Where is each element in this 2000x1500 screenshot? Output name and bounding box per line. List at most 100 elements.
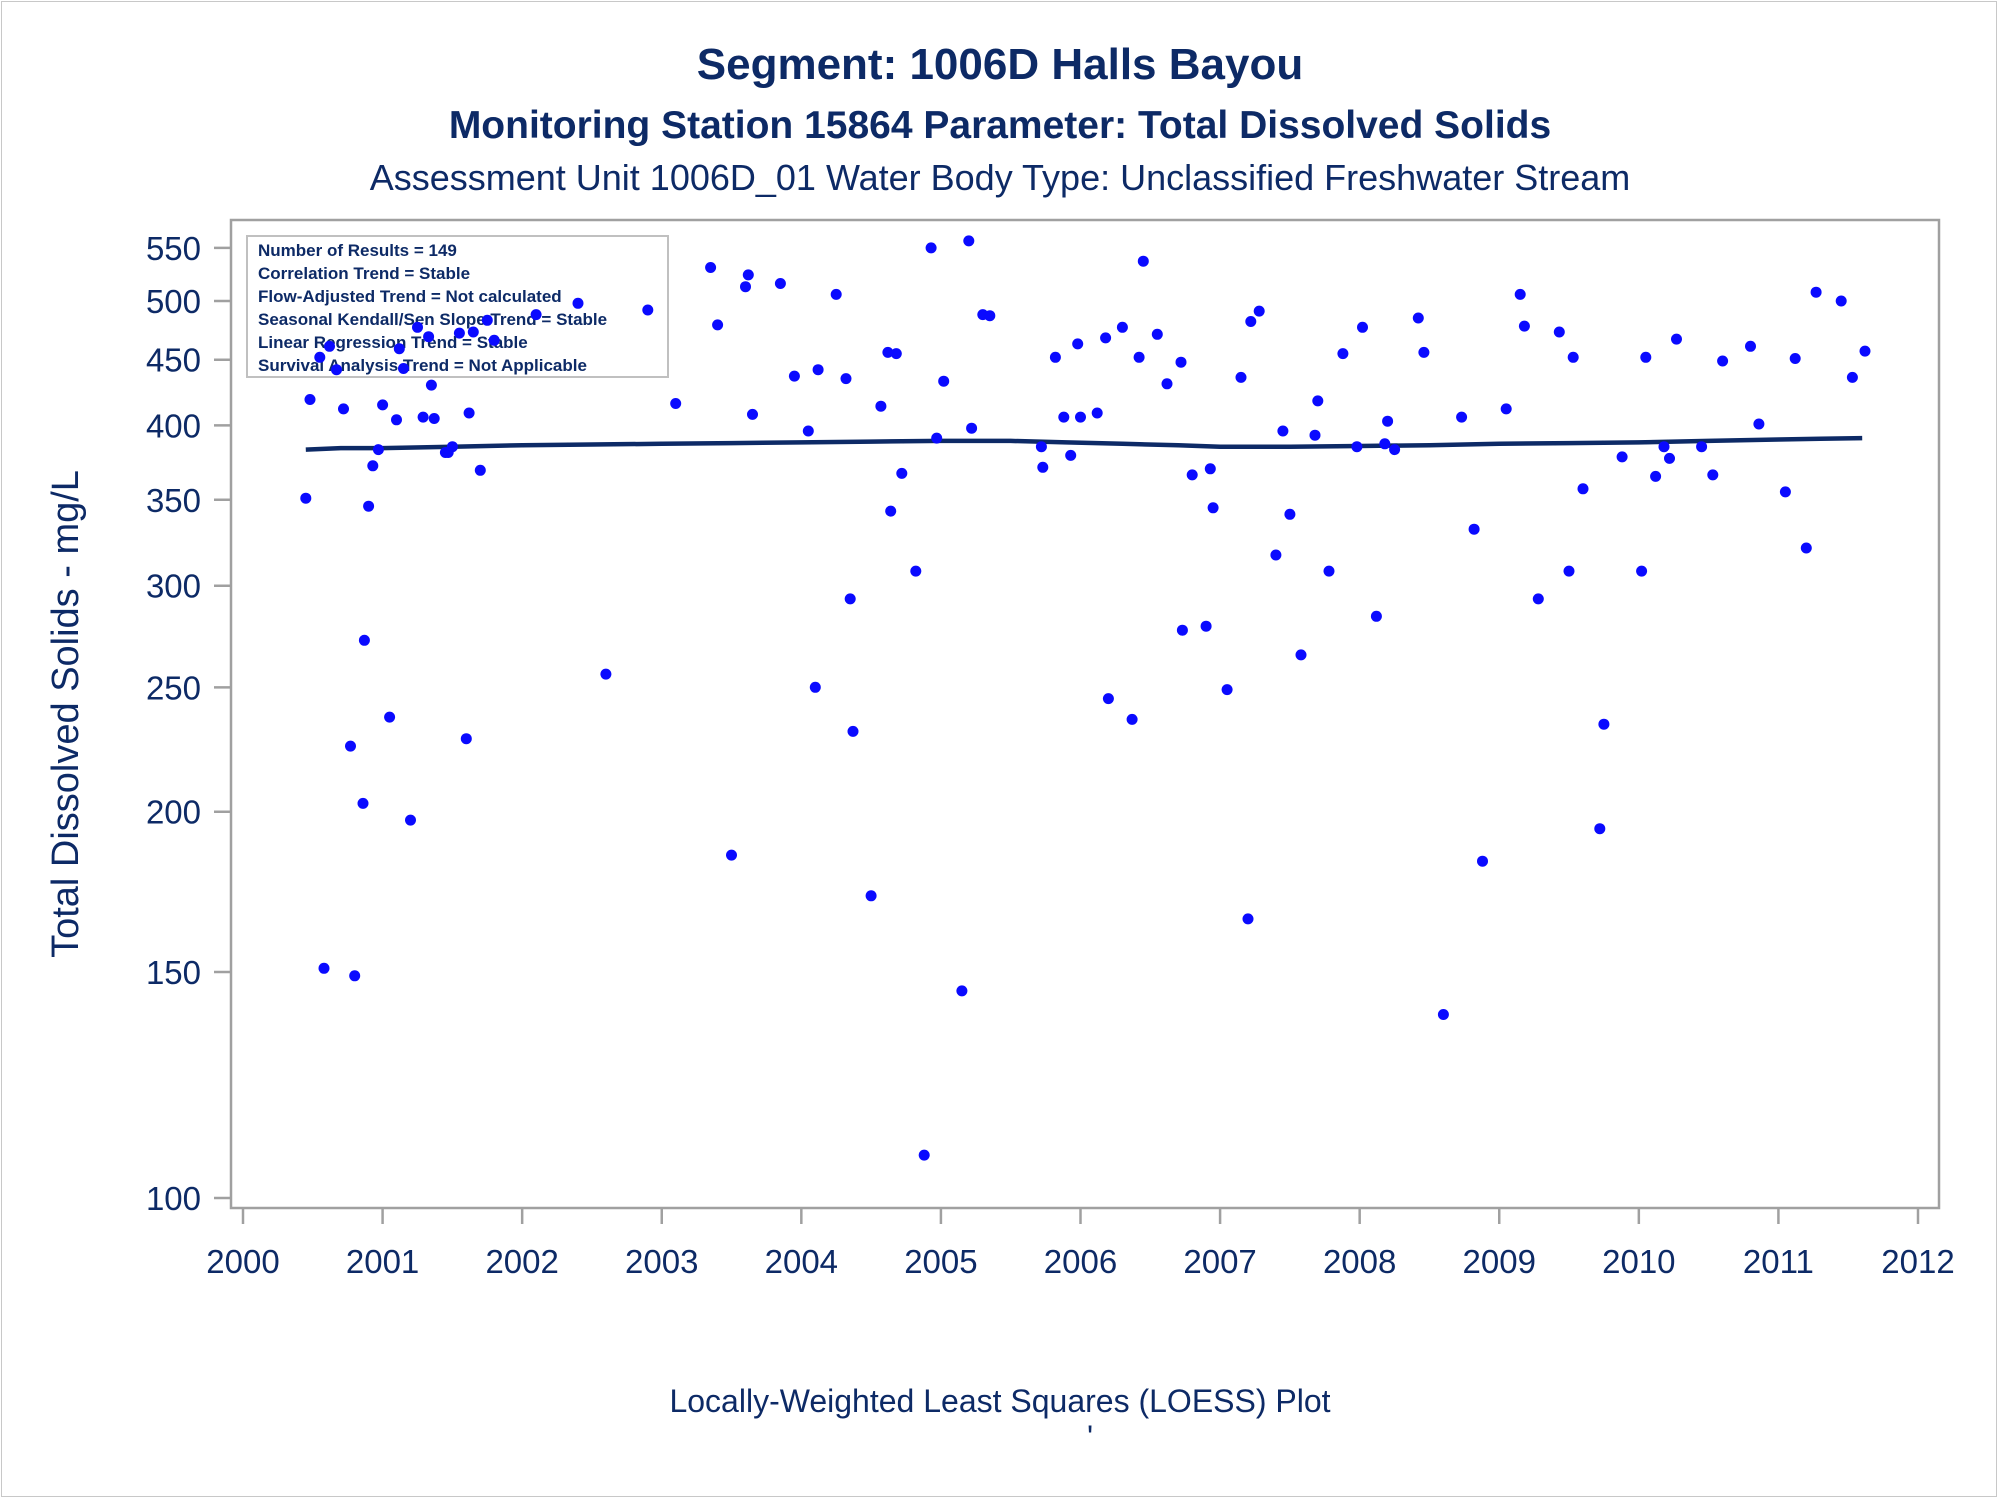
data-point [705, 262, 717, 273]
y-tick-label: 100 [146, 1180, 201, 1217]
data-point [1277, 425, 1289, 437]
data-point [1800, 542, 1812, 554]
chart-subtitle-2: Assessment Unit 1006D_01 Water Body Type… [370, 157, 1631, 198]
data-point [349, 970, 361, 982]
data-point [1245, 316, 1257, 327]
data-point [1518, 320, 1530, 332]
data-point [1323, 565, 1335, 577]
stat-survival-analysis-trend: Survival Analysis Trend = Not Applicable [258, 356, 587, 375]
data-point [1037, 461, 1049, 473]
plot-footnote: Locally-Weighted Least Squares (LOESS) P… [669, 1383, 1330, 1419]
data-point [1650, 470, 1662, 482]
data-point [956, 985, 968, 997]
footnote-mark: ' [1087, 1419, 1093, 1455]
data-point [670, 398, 682, 409]
data-point [1284, 508, 1296, 520]
data-point [1133, 351, 1145, 363]
y-tick-label: 300 [146, 568, 201, 605]
data-point [726, 849, 737, 861]
x-tick-label: 2001 [346, 1243, 419, 1280]
data-point [600, 668, 612, 680]
data-point [802, 425, 814, 437]
data-point [742, 269, 754, 281]
x-tick-label: 2006 [1044, 1243, 1117, 1280]
data-point [1075, 411, 1086, 423]
data-point [1116, 321, 1128, 333]
data-point [774, 278, 786, 289]
data-point [1235, 371, 1247, 383]
data-point [1151, 328, 1163, 340]
data-point [412, 321, 423, 333]
data-point [1242, 913, 1254, 925]
data-point [1379, 438, 1391, 450]
data-point [847, 725, 859, 737]
stat-seasonal-kendall-trend: Seasonal Kendall/Sen Slope Trend = Stabl… [258, 310, 607, 329]
data-point [812, 364, 824, 376]
stat-number-of-results: Number of Results = 149 [258, 241, 457, 260]
y-tick-label: 250 [146, 669, 201, 706]
data-point [865, 890, 877, 902]
data-point [1058, 411, 1070, 423]
data-point [423, 331, 435, 343]
data-point [642, 304, 654, 316]
data-point [938, 375, 950, 387]
data-point [467, 326, 479, 338]
data-point [1671, 333, 1682, 345]
data-point [1389, 444, 1401, 456]
data-point [1357, 321, 1368, 333]
data-point [1835, 295, 1847, 307]
data-point [1200, 620, 1212, 632]
data-point [481, 314, 493, 326]
data-point [1382, 415, 1394, 427]
data-point [345, 740, 356, 752]
data-point [1658, 441, 1670, 453]
data-point [1312, 395, 1324, 407]
data-point [931, 432, 943, 444]
data-point [1664, 452, 1675, 464]
data-point [1468, 523, 1480, 535]
y-tick-label: 150 [146, 954, 201, 991]
data-point [1514, 288, 1526, 300]
x-tick-label: 2009 [1463, 1243, 1536, 1280]
data-point [398, 363, 409, 374]
data-point [1337, 348, 1349, 360]
data-point [1295, 649, 1307, 661]
data-point [460, 733, 472, 745]
data-point [363, 500, 375, 512]
x-axis: 2000 2001 2002 2003 2004 2005 2006 2007 2008 2009… [206, 1208, 1955, 1280]
data-point [1456, 411, 1468, 423]
data-point [963, 235, 975, 247]
chart-subtitle: Monitoring Station 15864 Parameter: Tota… [449, 104, 1551, 147]
data-point [1126, 713, 1138, 725]
data-point [740, 281, 751, 293]
x-tick-label: 2003 [625, 1243, 698, 1280]
plot-area-frame [229, 218, 1941, 1210]
data-point [1532, 593, 1544, 605]
x-tick-label: 2012 [1881, 1243, 1954, 1280]
data-point [840, 373, 852, 385]
data-point [966, 422, 978, 434]
x-tick-label: 2011 [1743, 1243, 1814, 1280]
data-point [1418, 346, 1430, 358]
data-point [1616, 451, 1628, 463]
data-point [1810, 286, 1822, 298]
data-point [788, 370, 800, 382]
data-point [357, 797, 369, 809]
data-point [446, 441, 458, 453]
data-point [1065, 449, 1077, 461]
data-point [318, 962, 330, 974]
data-point [372, 444, 384, 456]
data-point [463, 407, 475, 419]
x-tick-label: 2004 [765, 1243, 838, 1280]
data-point [712, 319, 724, 331]
data-point [331, 364, 342, 376]
stat-correlation-trend: Correlation Trend = Stable [258, 264, 470, 283]
data-point [1846, 371, 1858, 383]
data-point [1204, 463, 1216, 475]
data-point [391, 414, 402, 426]
data-point [1072, 338, 1084, 350]
y-tick-label: 500 [146, 283, 201, 320]
y-tick-label: 200 [146, 794, 201, 831]
data-point [358, 634, 370, 646]
